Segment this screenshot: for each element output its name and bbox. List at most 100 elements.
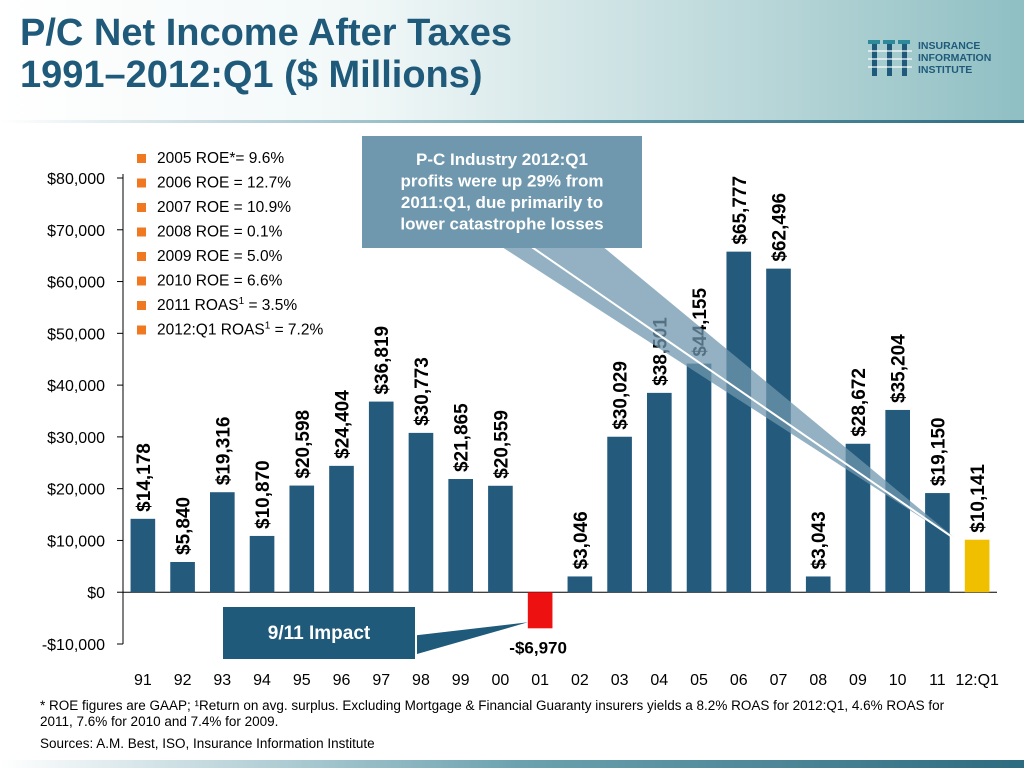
bar xyxy=(289,485,315,593)
legend-entry: 2011 ROAS1 = 3.5% xyxy=(157,296,297,314)
callout-box-911 xyxy=(221,605,417,661)
x-tick-label: 97 xyxy=(372,672,390,689)
header-rule xyxy=(0,120,1024,123)
value-label: $20,598 xyxy=(293,410,314,479)
callout-text-2012: 2011:Q1, due primarily to xyxy=(401,193,603,212)
bar xyxy=(607,436,632,593)
value-label: $65,777 xyxy=(730,176,751,245)
bottom-rule xyxy=(0,760,1024,768)
bar xyxy=(170,561,195,593)
x-tick-label: 00 xyxy=(492,672,510,689)
bar xyxy=(527,592,553,629)
x-tick-label: 08 xyxy=(809,672,827,689)
y-tick-label: $0 xyxy=(87,585,105,602)
value-label: $3,043 xyxy=(809,511,830,569)
y-tick-label: $10,000 xyxy=(47,533,105,550)
bar xyxy=(368,401,394,593)
y-tick-label: $50,000 xyxy=(47,326,105,343)
x-tick-label: 09 xyxy=(849,672,867,689)
iii-logo-wordmark: INSURANCE INFORMATION INSTITUTE xyxy=(918,40,992,76)
value-label: $24,404 xyxy=(333,390,354,459)
x-tick-label: 01 xyxy=(531,672,549,689)
y-tick-label: $40,000 xyxy=(47,378,105,395)
value-label: $19,150 xyxy=(928,417,949,486)
value-label: $20,559 xyxy=(491,410,512,479)
legend-marker xyxy=(137,276,146,286)
legend-marker xyxy=(137,203,146,212)
bar xyxy=(686,363,712,593)
callout-text-2012: lower catastrophe losses xyxy=(400,215,603,234)
iii-logo: INSURANCE INFORMATION INSTITUTE xyxy=(868,38,1018,82)
x-tick-label: 98 xyxy=(412,672,430,689)
value-label: $62,496 xyxy=(770,193,791,262)
value-label: $35,204 xyxy=(889,334,910,403)
callout-pointer-edge xyxy=(509,231,963,545)
slide-title: P/C Net Income After Taxes 1991–2012:Q1 … xyxy=(20,12,512,96)
x-tick-label: 11 xyxy=(929,672,946,689)
x-tick-label: 95 xyxy=(293,672,311,689)
legend-marker xyxy=(137,252,146,261)
legend-entry: 2009 ROE = 5.0% xyxy=(157,248,283,265)
y-tick-label: $20,000 xyxy=(47,482,105,499)
y-tick-label: $30,000 xyxy=(47,430,105,447)
bar xyxy=(448,479,473,593)
x-tick-label: 07 xyxy=(770,672,788,689)
y-tick-label: $60,000 xyxy=(47,275,105,292)
x-tick-label: 94 xyxy=(253,672,271,689)
x-tick-label: 93 xyxy=(213,672,231,689)
legend-marker xyxy=(137,154,146,163)
x-tick-label: 92 xyxy=(174,672,192,689)
iii-logo-icon xyxy=(868,40,912,76)
x-tick-label: 99 xyxy=(452,672,470,689)
x-tick-label: 02 xyxy=(571,672,589,689)
y-tick-label: -$10,000 xyxy=(42,637,105,654)
value-label: $30,773 xyxy=(412,357,433,426)
bar xyxy=(408,432,434,593)
y-tick-label: $80,000 xyxy=(47,171,105,188)
callout-pointer-911 xyxy=(410,622,528,656)
legend-entry: 2012:Q1 ROAS1 = 7.2% xyxy=(157,321,323,339)
header-band xyxy=(0,0,1024,122)
bar xyxy=(805,576,831,593)
value-label: $36,819 xyxy=(372,326,393,395)
x-tick-label: 06 xyxy=(730,672,748,689)
bar xyxy=(567,576,593,593)
callout-pointer-2012 xyxy=(485,236,962,544)
net-income-chart: -$10,000 $0 $10,000 $20,000 $30,000 $40,000 $5… xyxy=(42,136,999,689)
bar xyxy=(210,492,235,593)
x-tick-label: 12:Q1 xyxy=(955,672,999,689)
legend-entry: 2006 ROE = 12.7% xyxy=(157,175,291,192)
value-label: -$6,970 xyxy=(509,638,567,657)
value-label: $30,029 xyxy=(611,361,632,430)
bar xyxy=(329,465,354,593)
bar xyxy=(130,518,156,593)
x-tick-label: 96 xyxy=(333,672,351,689)
bar xyxy=(925,493,950,593)
value-label: $28,672 xyxy=(849,368,870,437)
x-tick-label: 05 xyxy=(690,672,708,689)
bar xyxy=(249,535,275,593)
legend-entry: 2007 ROE = 10.9% xyxy=(157,199,291,216)
bar xyxy=(726,251,752,593)
bar xyxy=(964,539,990,593)
legend-entry: 2008 ROE = 0.1% xyxy=(157,224,283,241)
value-label: $21,865 xyxy=(452,403,473,472)
callout-text-911: 9/11 Impact xyxy=(268,623,371,644)
x-tick-label: 04 xyxy=(650,672,668,689)
title-line-1: P/C Net Income After Taxes xyxy=(20,12,513,54)
callout-box-2012 xyxy=(362,136,642,248)
x-tick-label: 91 xyxy=(134,672,152,689)
legend-entry: 2010 ROE = 6.6% xyxy=(157,273,283,290)
legend-marker xyxy=(137,325,146,335)
value-label: $5,840 xyxy=(174,497,195,555)
bar xyxy=(488,485,513,593)
legend-marker xyxy=(137,178,146,188)
sources-note: Sources: A.M. Best, ISO, Insurance Infor… xyxy=(40,736,375,751)
footnote: * ROE figures are GAAP; ¹Return on avg. … xyxy=(40,698,945,729)
bar xyxy=(647,392,672,593)
value-label: $14,178 xyxy=(134,443,155,512)
legend-marker xyxy=(137,227,146,237)
callout-text-2012: profits were up 29% from xyxy=(400,172,603,191)
value-label: $10,870 xyxy=(253,460,274,529)
legend-marker xyxy=(137,301,146,310)
